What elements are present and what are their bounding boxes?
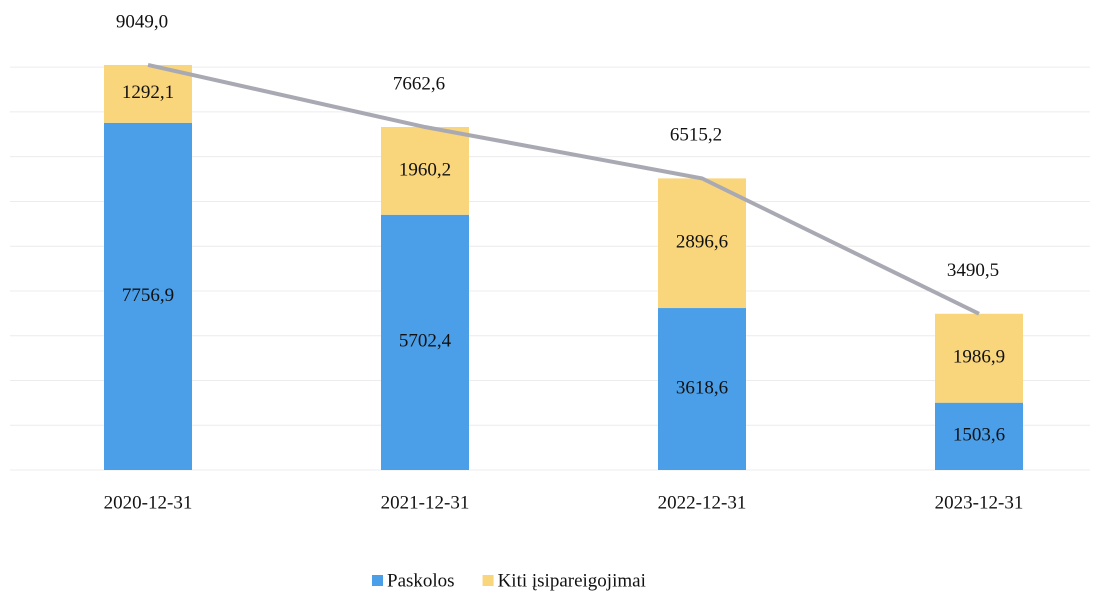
bar-segment [935,402,1023,470]
bar-segment [104,64,192,123]
data-label: 5702,4 [399,331,452,352]
x-tick-label: 2020-12-31 [104,492,193,513]
total-label: 7662,6 [393,73,445,94]
legend-label: Kiti įsipareigojimai [498,570,646,591]
bar-segment [381,127,469,215]
legend-swatch [482,575,494,586]
data-label: 3618,6 [676,377,728,398]
total-label: 6515,2 [670,125,722,146]
bar-segment [381,214,469,470]
total-label: 3490,5 [947,260,999,281]
bar-segment [104,122,192,471]
x-tick-label: 2022-12-31 [658,492,747,513]
data-label: 1986,9 [953,347,1005,368]
x-tick-label: 2021-12-31 [381,492,470,513]
bar-segment [658,178,746,309]
data-label: 1503,6 [953,425,1005,446]
x-tick-label: 2023-12-31 [935,492,1024,513]
total-label: 9049,0 [116,11,168,32]
total-line [147,63,980,316]
data-label: 7756,9 [122,285,174,306]
bar-segment [658,308,746,470]
data-label: 2896,6 [676,232,728,253]
legend-label: Paskolos [387,570,455,591]
data-label: 1960,2 [399,159,451,180]
data-label: 1292,1 [122,82,174,103]
legend-swatch [372,575,383,586]
bar-segment [935,313,1023,403]
